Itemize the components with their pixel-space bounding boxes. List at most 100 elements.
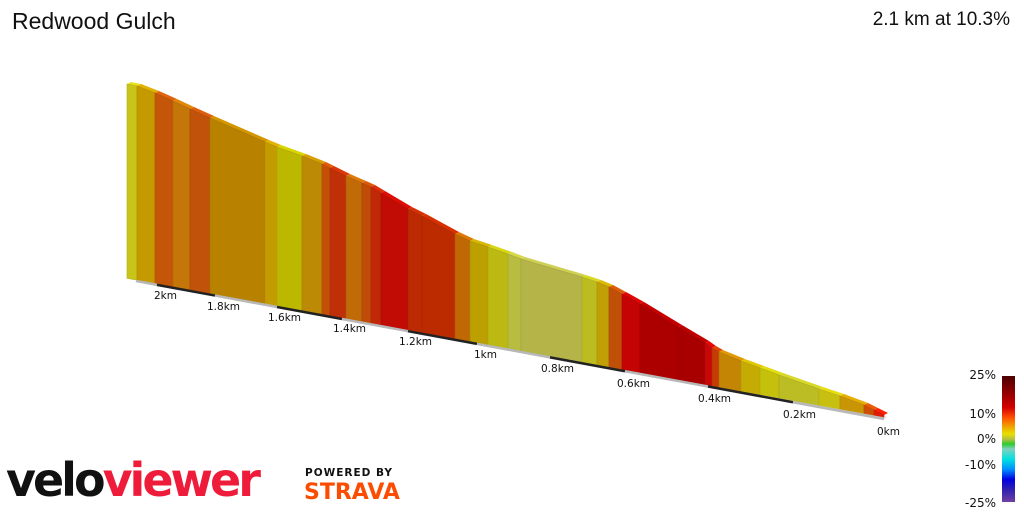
veloviewer-logo[interactable]: veloviewer <box>6 452 261 508</box>
axis-interval <box>276 305 343 321</box>
axis-interval <box>135 279 158 287</box>
segment-top-face <box>381 191 412 209</box>
legend-label-min: -25% <box>964 496 996 510</box>
segment-top-face <box>622 292 644 304</box>
segment-top-face <box>741 359 764 368</box>
segment-top-face <box>508 252 525 259</box>
gradient-segment[interactable] <box>454 233 471 342</box>
segment-top-face <box>864 403 878 410</box>
gradient-segment[interactable] <box>126 83 138 281</box>
segment-top-face <box>155 91 177 101</box>
gradient-segment[interactable] <box>520 258 583 363</box>
gradient-segment[interactable] <box>329 167 347 320</box>
gradient-segment[interactable] <box>639 303 679 381</box>
segment-top-face <box>874 408 888 415</box>
gradient-segments <box>126 82 888 419</box>
segment-top-face <box>840 394 868 405</box>
gradient-segment[interactable] <box>172 100 191 291</box>
gradient-segment[interactable] <box>704 342 713 387</box>
distance-tick-labels: 2km 1.8km 1.6km 1.4km 1.2km 1km 0.8km 0.6km 0.4k… <box>154 290 900 438</box>
gradient-segment[interactable] <box>596 281 610 368</box>
segment-top-face <box>597 280 613 287</box>
gradient-legend: 25% 10% 0% -10% -25% <box>960 368 1024 512</box>
gradient-segment[interactable] <box>154 92 174 288</box>
segment-top-face <box>640 302 682 327</box>
axis-interval <box>214 294 278 309</box>
gradient-segment[interactable] <box>370 186 382 326</box>
logo-velo: velo <box>6 453 106 507</box>
segment-top-face <box>488 245 512 254</box>
segment-top-face <box>712 346 723 352</box>
gradient-segment[interactable] <box>264 141 278 307</box>
segment-top-face <box>422 214 459 234</box>
segment-top-face <box>265 140 281 147</box>
axis-interval <box>707 385 794 404</box>
segment-title: Redwood Gulch <box>12 8 176 34</box>
gradient-segment[interactable] <box>321 163 331 317</box>
gradient-segment[interactable] <box>608 286 623 371</box>
legend-label-max: 25% <box>969 368 996 382</box>
gradient-segment[interactable] <box>345 175 363 323</box>
axis-interval <box>476 342 551 359</box>
gradient-segment[interactable] <box>136 85 156 284</box>
segment-top-face <box>678 325 709 343</box>
distance-tick-label: 0.8km <box>541 363 574 375</box>
segment-top-face <box>322 162 334 168</box>
distance-tick-label: 1.8km <box>207 301 240 313</box>
distance-tick-label: 0.4km <box>698 393 731 405</box>
segment-top-face <box>302 154 326 164</box>
gradient-segment[interactable] <box>361 182 372 324</box>
segment-summary: 2.1 km at 10.3% <box>872 9 1010 30</box>
distance-tick-label: 0.2km <box>783 409 816 421</box>
segment-top-face <box>455 232 474 241</box>
gradient-segment[interactable] <box>189 108 211 295</box>
gradient-segment[interactable] <box>301 155 323 315</box>
legend-label-10: 10% <box>969 407 996 421</box>
segment-top-face <box>705 341 716 348</box>
gradient-segment[interactable] <box>507 253 522 352</box>
gradient-color-scale <box>1002 376 1015 502</box>
segment-top-face <box>346 174 366 183</box>
segment-top-face <box>190 107 214 118</box>
gradient-segment[interactable] <box>469 240 489 346</box>
axis-interval <box>156 283 216 297</box>
segment-top-face <box>609 285 626 294</box>
gradient-segment[interactable] <box>487 246 509 349</box>
distance-tick-label: 1.4km <box>333 323 366 335</box>
segment-top-face <box>719 350 745 361</box>
distance-tick-label: 2km <box>154 290 177 302</box>
segment-top-face <box>760 366 783 375</box>
gradient-segment[interactable] <box>621 293 641 374</box>
gradient-segment[interactable] <box>276 146 303 311</box>
segment-top-face <box>582 275 601 282</box>
segment-top-face <box>330 166 350 176</box>
logo-viewer: viewer <box>102 453 261 507</box>
distance-tick-label: 0.6km <box>617 378 650 390</box>
strava-logo[interactable]: STRAVA <box>304 480 400 505</box>
axis-interval <box>341 317 409 333</box>
segment-top-face <box>210 116 269 142</box>
gradient-segment[interactable] <box>711 347 720 388</box>
gradient-segment[interactable] <box>407 208 423 334</box>
segment-top-face <box>819 387 844 396</box>
distance-tick-label: 1.2km <box>399 336 432 348</box>
segment-top-face <box>362 181 375 187</box>
segment-top-face <box>173 99 194 109</box>
gradient-segment[interactable] <box>209 117 266 305</box>
segment-top-face <box>521 257 586 277</box>
gradient-segment[interactable] <box>421 215 456 340</box>
segment-top-face <box>371 185 385 193</box>
gradient-segment[interactable] <box>380 192 409 331</box>
segment-top-face <box>470 239 492 247</box>
legend-label-0: 0% <box>976 432 996 446</box>
segment-top-face <box>277 145 306 156</box>
segment-top-face <box>408 207 426 216</box>
segment-top-face <box>137 84 159 93</box>
gradient-segment[interactable] <box>581 276 598 366</box>
axis-interval <box>407 329 478 346</box>
distance-tick-label: 1km <box>474 349 497 361</box>
axis-interval <box>549 356 626 373</box>
gradient-segment[interactable] <box>677 326 706 386</box>
segment-top-face <box>779 373 823 389</box>
